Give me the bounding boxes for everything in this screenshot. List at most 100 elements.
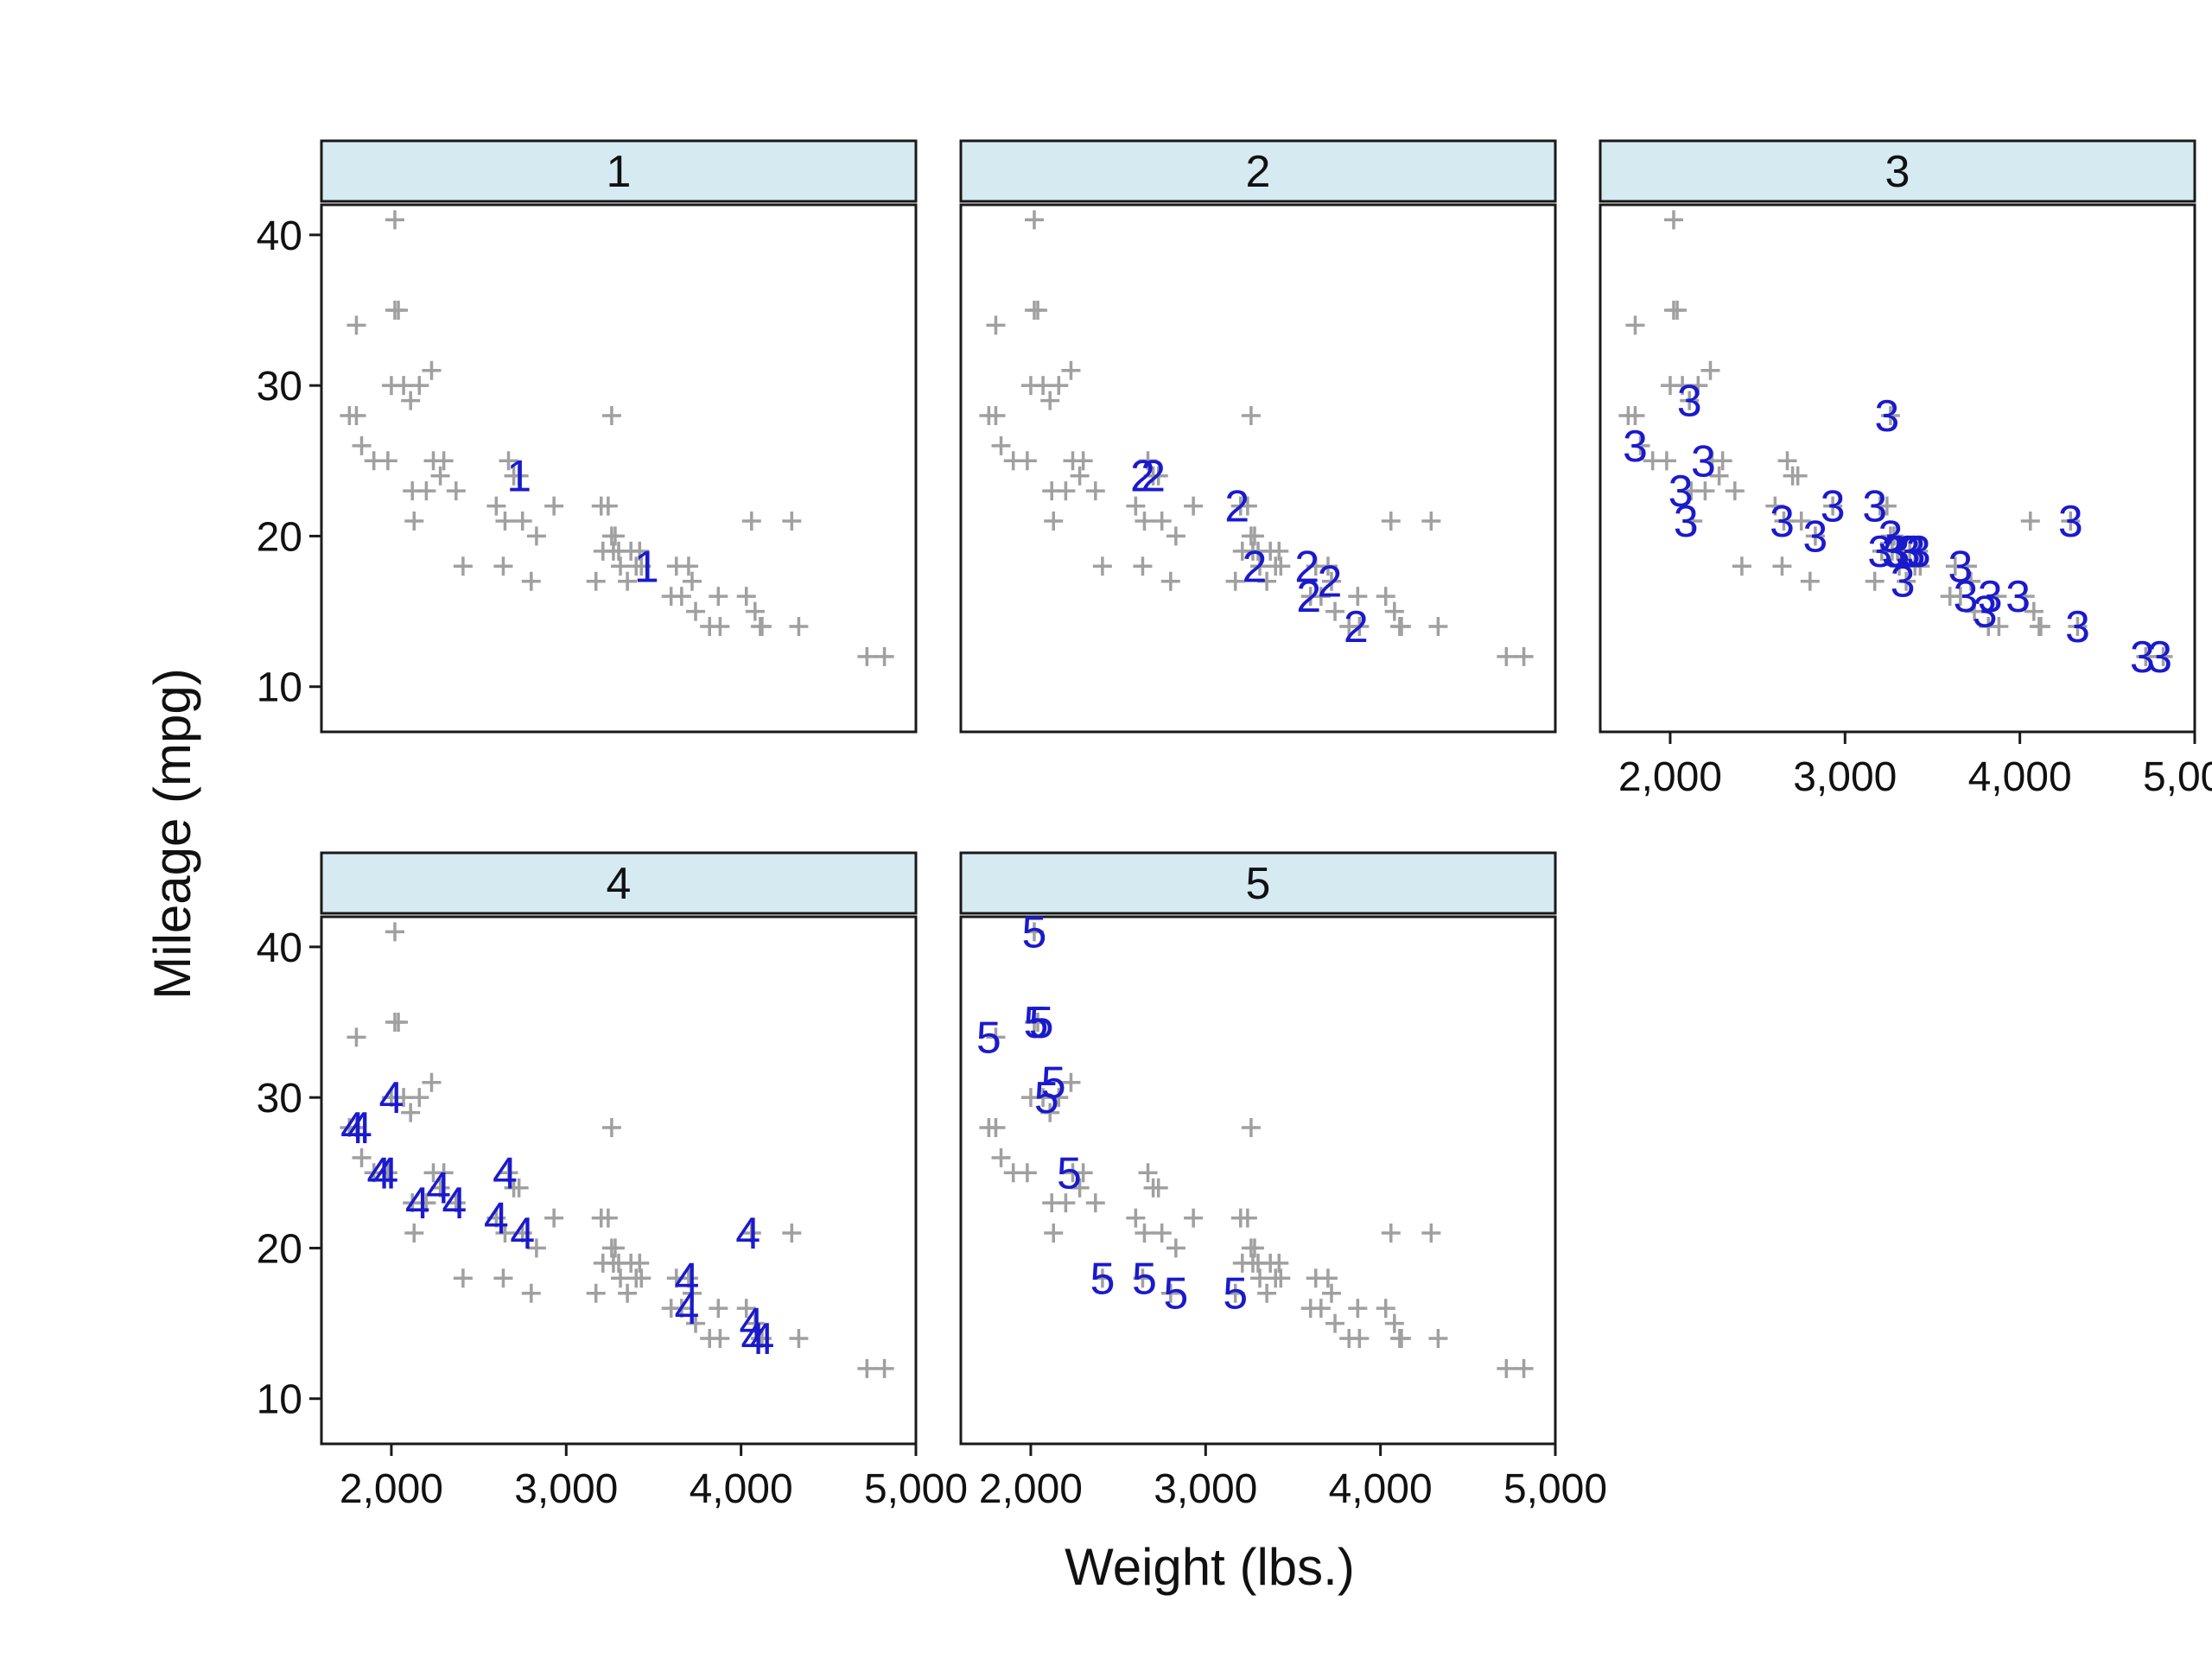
- background-point: [598, 496, 618, 516]
- group-point: 3: [2058, 497, 2083, 547]
- background-point: [2031, 617, 2050, 636]
- background-point: [752, 1329, 772, 1348]
- background-point: [1428, 1329, 1448, 1348]
- background-point: [736, 1299, 756, 1319]
- background-point: [434, 1163, 454, 1183]
- group-point: 5: [1041, 1058, 1066, 1109]
- background-point: [509, 1178, 529, 1198]
- x-tick-label: 5,000: [864, 1466, 968, 1512]
- panel-strip-label: 3: [1885, 147, 1910, 197]
- background-point: [526, 526, 546, 546]
- panel-strip: [959, 139, 1557, 203]
- x-tick-label: 4,000: [690, 1466, 793, 1512]
- background-point: [1225, 571, 1245, 591]
- background-point: [1135, 512, 1154, 531]
- background-point: [1085, 481, 1105, 501]
- group-point: 5: [1024, 998, 1049, 1048]
- y-tick-label: 30: [257, 364, 302, 410]
- background-point: [991, 1147, 1011, 1167]
- background-point: [446, 1193, 466, 1213]
- y-tick-label: 40: [257, 925, 302, 971]
- background-point: [1957, 556, 1977, 576]
- background-point: [1044, 1224, 1064, 1243]
- group-point: 4: [741, 1314, 766, 1364]
- background-point: [1073, 451, 1093, 471]
- x-tick-label: 4,000: [1329, 1466, 1433, 1512]
- background-point: [1989, 617, 2009, 636]
- x-tick-label: 2,000: [340, 1466, 443, 1512]
- background-point: [789, 617, 809, 636]
- background-point: [1056, 1193, 1076, 1213]
- background-point: [1017, 1163, 1037, 1183]
- background-point: [1391, 1329, 1411, 1348]
- group-point: 4: [739, 1300, 764, 1350]
- background-point: [1148, 466, 1168, 486]
- background-point: [346, 1118, 366, 1137]
- background-point: [1044, 512, 1064, 531]
- group-point: 3: [2005, 572, 2031, 622]
- group-point: 3: [1878, 512, 1903, 562]
- background-point: [605, 526, 625, 546]
- background-point: [1152, 512, 1172, 531]
- group-point: 3: [1623, 422, 1648, 472]
- background-point: [1987, 587, 2007, 607]
- background-point: [709, 587, 728, 607]
- background-point: [378, 451, 397, 471]
- background-point: [430, 1178, 450, 1198]
- y-tick-label: 10: [257, 1377, 302, 1423]
- group-point: 4: [405, 1179, 430, 1229]
- background-point: [416, 481, 436, 501]
- background-point: [1514, 1358, 1534, 1378]
- background-point: [1061, 1072, 1081, 1092]
- background-point: [857, 646, 877, 666]
- background-point: [686, 601, 706, 621]
- group-point: 3: [1953, 572, 1978, 622]
- background-point: [1421, 512, 1441, 531]
- group-point: 3: [1821, 482, 1846, 532]
- group-point: 3: [1896, 527, 1921, 577]
- panel-strip: [320, 139, 918, 203]
- x-tick-label: 3,000: [1154, 1466, 1257, 1512]
- background-point: [586, 571, 606, 591]
- group-point: 3: [1669, 467, 1694, 517]
- background-point: [512, 512, 532, 531]
- y-axis-title: Mileage (mpg): [143, 668, 201, 999]
- background-point: [1271, 1268, 1291, 1288]
- group-point: 3: [1978, 572, 2003, 622]
- background-point: [486, 1208, 506, 1228]
- background-point: [986, 406, 1006, 425]
- background-point: [986, 315, 1006, 335]
- group-point: 3: [2065, 602, 2090, 652]
- background-point: [416, 1193, 436, 1213]
- background-point: [782, 512, 802, 531]
- group-point: 3: [1677, 377, 1702, 427]
- background-point: [404, 512, 424, 531]
- background-point: [512, 1224, 532, 1243]
- background-point: [1663, 210, 1683, 230]
- group-point: 3: [1891, 557, 1916, 607]
- background-point: [346, 406, 366, 425]
- group-point: 3: [1901, 527, 1926, 577]
- background-point: [493, 556, 513, 576]
- background-point: [401, 1103, 421, 1122]
- y-tick-label: 20: [257, 514, 302, 560]
- group-point: 3: [1885, 527, 1910, 577]
- group-point: 3: [2130, 632, 2155, 683]
- background-point: [1318, 556, 1338, 576]
- background-point: [1800, 571, 1820, 591]
- background-point: [1085, 1193, 1105, 1213]
- background-point: [1688, 376, 1708, 396]
- group-point: 3: [2147, 632, 2172, 683]
- background-point: [1166, 1238, 1185, 1258]
- group-point: 4: [674, 1254, 699, 1304]
- background-point: [686, 1313, 706, 1333]
- background-point: [1133, 556, 1153, 576]
- group-point: 4: [674, 1284, 699, 1334]
- background-point: [401, 391, 421, 410]
- background-point: [2136, 646, 2156, 666]
- background-points: [340, 210, 894, 666]
- background-point: [1350, 1329, 1370, 1348]
- background-point: [710, 1329, 730, 1348]
